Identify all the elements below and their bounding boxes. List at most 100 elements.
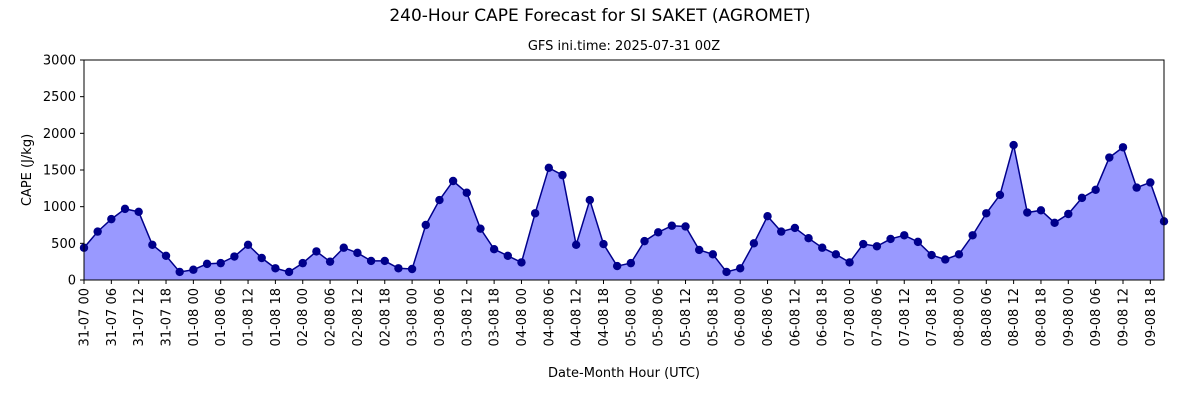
x-tick-label: 05-08 06	[652, 288, 667, 346]
data-point	[353, 248, 362, 258]
y-tick-label: 2500	[43, 90, 76, 105]
data-point	[1146, 178, 1155, 187]
data-point	[394, 264, 403, 273]
data-point	[380, 256, 389, 266]
data-point	[339, 243, 348, 252]
data-point	[736, 264, 745, 273]
x-tick-label: 08-08 12	[1007, 288, 1022, 346]
data-point	[134, 207, 143, 216]
data-point	[612, 261, 622, 271]
data-point	[749, 239, 759, 248]
x-tick-label: 31-07 12	[132, 288, 147, 346]
data-point	[831, 250, 841, 259]
data-point	[1091, 185, 1100, 194]
x-tick-label: 07-08 18	[925, 288, 940, 346]
data-point	[1118, 143, 1128, 152]
x-tick-label: 01-08 18	[269, 288, 284, 346]
x-tick-label: 31-07 06	[105, 288, 120, 346]
y-tick-label: 500	[51, 237, 76, 252]
data-point	[708, 250, 718, 259]
data-point	[243, 240, 253, 249]
data-point	[448, 176, 458, 186]
data-point	[462, 188, 471, 197]
data-point	[1077, 193, 1087, 203]
x-tick-label: 03-08 06	[433, 288, 448, 346]
x-tick-label: 02-08 00	[296, 288, 311, 346]
y-tick-label: 2000	[43, 127, 76, 142]
axes: 0 500 1000 1500 2000 2500 3000 31-07 00 31-07 06…	[43, 54, 1159, 347]
x-tick-label: 06-08 00	[734, 288, 749, 346]
data-point	[1132, 183, 1141, 192]
cape-area-fill	[84, 145, 1164, 280]
data-point	[1009, 140, 1018, 150]
data-point	[818, 243, 827, 252]
data-point	[941, 255, 950, 264]
x-tick-label: 09-08 12	[1116, 288, 1131, 346]
x-tick-label: 03-08 18	[488, 288, 503, 346]
data-point	[1064, 209, 1073, 219]
data-point	[366, 256, 376, 266]
y-axis-label: CAPE (J/kg)	[20, 134, 35, 206]
chart-subtitle: GFS ini.time: 2025-07-31 00Z	[527, 39, 721, 54]
data-point	[667, 221, 677, 230]
data-point	[312, 247, 321, 256]
x-tick-label: 04-08 00	[515, 288, 530, 346]
data-point	[93, 227, 102, 236]
x-tick-label: 07-08 06	[870, 288, 885, 346]
data-point	[626, 258, 636, 268]
x-tick-label: 05-08 00	[624, 288, 639, 346]
data-point	[530, 209, 540, 218]
data-point	[558, 170, 567, 180]
x-tick-label: 02-08 12	[351, 288, 366, 346]
data-point	[503, 251, 512, 260]
data-point	[954, 250, 964, 259]
data-point	[653, 228, 663, 237]
x-tick-label: 01-08 00	[187, 288, 202, 346]
x-tick-label: 02-08 06	[324, 288, 339, 346]
y-tick-label: 0	[68, 274, 76, 289]
x-tick-label: 06-08 06	[761, 288, 776, 346]
data-point	[271, 264, 280, 273]
data-point	[927, 250, 936, 260]
data-point	[148, 240, 157, 249]
data-point	[161, 251, 171, 260]
data-point	[517, 258, 526, 267]
x-tick-label: 01-08 12	[242, 288, 257, 346]
data-point	[476, 224, 485, 233]
x-axis-label: Date-Month Hour (UTC)	[548, 366, 700, 381]
x-tick-label: 06-08 18	[816, 288, 831, 346]
x-tick-label: 07-08 12	[898, 288, 913, 346]
data-point	[722, 267, 731, 277]
x-tick-label: 08-08 00	[952, 288, 967, 346]
x-tick-label: 04-08 18	[597, 288, 612, 346]
x-tick-label: 09-08 18	[1144, 288, 1159, 346]
data-point	[257, 253, 266, 263]
data-point	[804, 234, 813, 243]
data-point	[489, 245, 499, 254]
x-tick-label: 02-08 18	[378, 288, 393, 346]
x-tick-label: 31-07 18	[160, 288, 175, 346]
data-point	[544, 163, 554, 172]
data-point	[107, 214, 116, 224]
data-point	[175, 267, 184, 277]
data-point	[995, 190, 1005, 200]
data-point	[1036, 206, 1046, 215]
data-point	[900, 231, 909, 240]
x-tick-label: 31-07 00	[78, 288, 93, 346]
data-point	[599, 239, 608, 249]
x-tick-label: 08-08 18	[1034, 288, 1049, 346]
data-point	[968, 231, 977, 240]
data-point	[640, 236, 649, 246]
data-point	[120, 204, 130, 214]
data-point	[325, 257, 335, 266]
data-point	[982, 209, 991, 218]
x-tick-label: 07-08 00	[843, 288, 858, 346]
x-tick-label: 04-08 12	[570, 288, 585, 346]
data-point	[913, 237, 923, 247]
x-tick-label: 05-08 12	[679, 288, 694, 346]
data-point	[421, 220, 430, 230]
data-point	[694, 245, 704, 255]
data-point	[872, 242, 882, 251]
data-point	[202, 259, 212, 269]
